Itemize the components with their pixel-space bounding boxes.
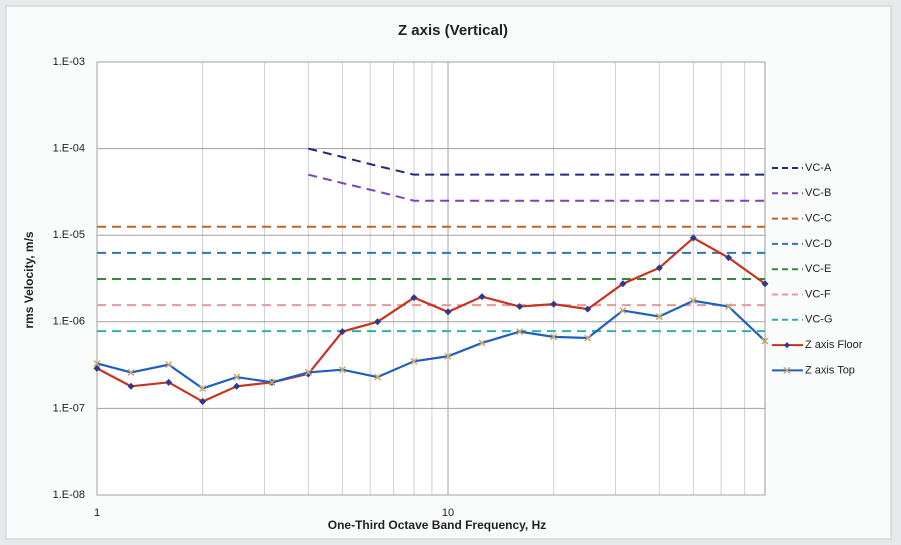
point-marker — [233, 373, 241, 381]
legend-label: VC-C — [805, 213, 832, 225]
point-marker — [689, 234, 697, 242]
point-marker — [584, 305, 592, 313]
point-marker — [165, 378, 173, 386]
series-line — [308, 147, 765, 176]
series-line — [96, 236, 766, 403]
point-marker — [127, 382, 135, 390]
chart-title: Z axis (Vertical) — [398, 22, 508, 39]
point-marker — [444, 308, 452, 316]
series-line — [308, 173, 765, 202]
point-marker — [478, 293, 486, 301]
y-tick-label: 1.E-07 — [53, 402, 85, 414]
y-tick-label: 1.E-08 — [53, 489, 85, 501]
y-tick-label: 1.E-04 — [53, 143, 85, 155]
legend-marker — [783, 366, 791, 374]
x-tick-label: 10 — [442, 507, 454, 519]
legend-label: VC-D — [805, 238, 832, 250]
point-marker — [725, 254, 733, 262]
legend-label: VC-G — [805, 314, 833, 326]
point-marker — [584, 334, 592, 342]
point-marker — [233, 382, 241, 390]
point-marker — [761, 337, 769, 345]
legend-label: VC-E — [805, 263, 831, 275]
point-marker — [268, 378, 276, 386]
legend-label: VC-F — [805, 288, 831, 300]
legend-label: VC-A — [805, 162, 832, 174]
series-line — [96, 299, 766, 390]
point-marker — [516, 303, 524, 311]
point-marker — [410, 357, 418, 365]
point-marker — [619, 280, 627, 288]
point-marker — [374, 373, 382, 381]
point-marker — [374, 318, 382, 326]
point-marker — [127, 368, 135, 376]
point-marker — [516, 328, 524, 336]
legend-marker — [784, 342, 790, 349]
y-tick-label: 1.E-03 — [53, 56, 85, 68]
legend-label: VC-B — [805, 187, 831, 199]
point-marker — [165, 361, 173, 369]
point-marker — [199, 398, 207, 406]
point-marker — [93, 364, 101, 372]
point-marker — [199, 384, 207, 392]
point-marker — [93, 359, 101, 368]
point-marker — [304, 368, 312, 376]
point-marker — [444, 352, 452, 360]
legend-label: Z axis Top — [805, 364, 855, 376]
point-marker — [761, 280, 769, 288]
point-marker — [478, 339, 486, 347]
point-marker — [655, 313, 663, 321]
x-axis-title: One-Third Octave Band Frequency, Hz — [328, 518, 546, 532]
point-marker — [689, 297, 697, 305]
point-marker — [410, 294, 418, 302]
point-marker — [655, 264, 663, 272]
point-marker — [550, 300, 558, 308]
point-marker — [550, 333, 558, 341]
point-marker — [338, 366, 346, 374]
legend-label: Z axis Floor — [805, 339, 863, 351]
y-axis-title: rms Velocity, m/s — [22, 231, 36, 328]
y-tick-label: 1.E-06 — [53, 316, 85, 328]
x-tick-label: 1 — [94, 507, 100, 519]
point-marker — [725, 303, 733, 311]
y-tick-label: 1.E-05 — [53, 229, 85, 241]
point-marker — [338, 328, 346, 336]
point-marker — [619, 306, 627, 315]
